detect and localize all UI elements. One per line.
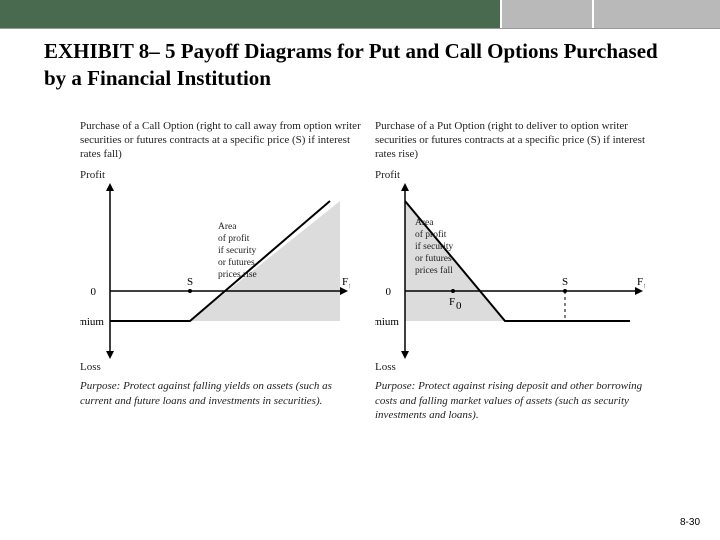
put-purpose-text: Protect against rising deposit and other…: [375, 380, 642, 421]
put-caption: Purchase of a Put Option (right to deliv…: [375, 120, 660, 161]
svg-text:prices fall: prices fall: [415, 265, 453, 276]
put-payoff-chart: 0–PremiumSFtF0Areaof profitif securityor…: [375, 181, 645, 361]
svg-text:or futures: or futures: [415, 253, 452, 264]
svg-text:0: 0: [91, 286, 97, 298]
call-profit-label: Profit: [80, 169, 365, 181]
exhibit-title: EXHIBIT 8– 5 Payoff Diagrams for Put and…: [44, 38, 676, 93]
page-number: 8-30: [680, 517, 700, 528]
put-purpose: Purpose: Protect against rising deposit …: [375, 379, 660, 422]
svg-text:Area: Area: [415, 218, 434, 228]
svg-text:t: t: [349, 280, 350, 292]
svg-text:S: S: [562, 276, 568, 288]
call-option-panel: Purchase of a Call Option (right to call…: [80, 120, 365, 480]
svg-text:–Premium: –Premium: [80, 316, 104, 328]
call-loss-label: Loss: [80, 361, 365, 373]
call-purpose: Purpose: Protect against falling yields …: [80, 379, 365, 408]
call-payoff-chart: 0 –Premium S Ft Areaof profitif securityor f…: [80, 181, 350, 361]
call-purpose-label: Purpose:: [80, 380, 120, 392]
svg-text:prices rise: prices rise: [218, 270, 257, 280]
exhibit-title-block: EXHIBIT 8– 5 Payoff Diagrams for Put and…: [44, 38, 676, 93]
put-profit-label: Profit: [375, 169, 660, 181]
svg-text:of profit: of profit: [415, 229, 447, 240]
svg-text:F: F: [449, 296, 455, 308]
top-accent-bar: [0, 0, 720, 28]
svg-text:F: F: [342, 276, 348, 288]
svg-text:Area: Area: [218, 222, 237, 232]
svg-text:F: F: [637, 276, 643, 288]
svg-text:–Premium: –Premium: [375, 316, 399, 328]
svg-text:0: 0: [456, 300, 462, 312]
put-purpose-label: Purpose:: [375, 380, 415, 392]
svg-text:of profit: of profit: [218, 233, 250, 244]
call-caption: Purchase of a Call Option (right to call…: [80, 120, 365, 161]
svg-text:0: 0: [386, 286, 392, 298]
svg-text:if security: if security: [218, 245, 257, 256]
svg-text:t: t: [644, 280, 645, 292]
top-underline: [0, 28, 720, 29]
put-loss-label: Loss: [375, 361, 660, 373]
put-option-panel: Purchase of a Put Option (right to deliv…: [375, 120, 660, 480]
svg-text:or futures: or futures: [218, 257, 255, 268]
diagram-row: Purchase of a Call Option (right to call…: [80, 120, 660, 480]
svg-text:if security: if security: [415, 241, 454, 252]
svg-text:S: S: [187, 276, 193, 288]
